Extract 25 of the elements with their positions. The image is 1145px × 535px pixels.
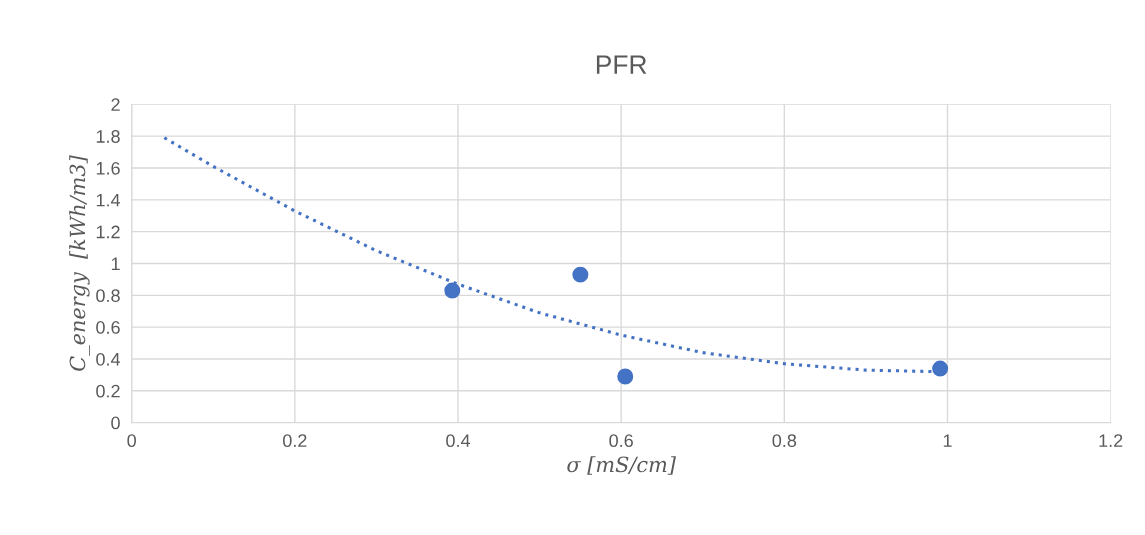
x-axis-title: σ [mS/cm] — [567, 456, 676, 475]
y-tick-label: 0.4 — [96, 352, 121, 366]
chart-title: PFR — [596, 55, 647, 74]
y-tick-label: 1.6 — [96, 161, 120, 175]
y-axis-title: C_energy [kWh/m3] — [69, 155, 90, 371]
point — [572, 266, 589, 283]
x-tick-label: 0.4 — [446, 434, 471, 448]
y-tick-label: 0 — [111, 416, 120, 430]
y-tick-label: 1.4 — [96, 193, 121, 207]
x-tick-label: 0.2 — [282, 434, 307, 448]
x-tick-label: 1 — [943, 434, 952, 447]
x-tick-label: 0.8 — [772, 434, 797, 448]
point — [444, 282, 461, 299]
x-tick-label: 0 — [127, 434, 136, 448]
point — [932, 360, 949, 377]
y-tick-label: 1 — [111, 257, 120, 271]
x-tick-label: 0.6 — [609, 434, 633, 448]
y-tick-label: 0.6 — [96, 321, 120, 334]
y-tick-label: 0.2 — [96, 384, 120, 398]
y-tick-label: 1.8 — [96, 130, 120, 143]
x-tick-label: 1.2 — [1099, 434, 1123, 447]
y-tick-label: 0.8 — [96, 289, 120, 303]
point — [617, 368, 634, 385]
y-tick-label: 1.2 — [96, 225, 120, 239]
y-tick-label: 2 — [111, 98, 120, 111]
